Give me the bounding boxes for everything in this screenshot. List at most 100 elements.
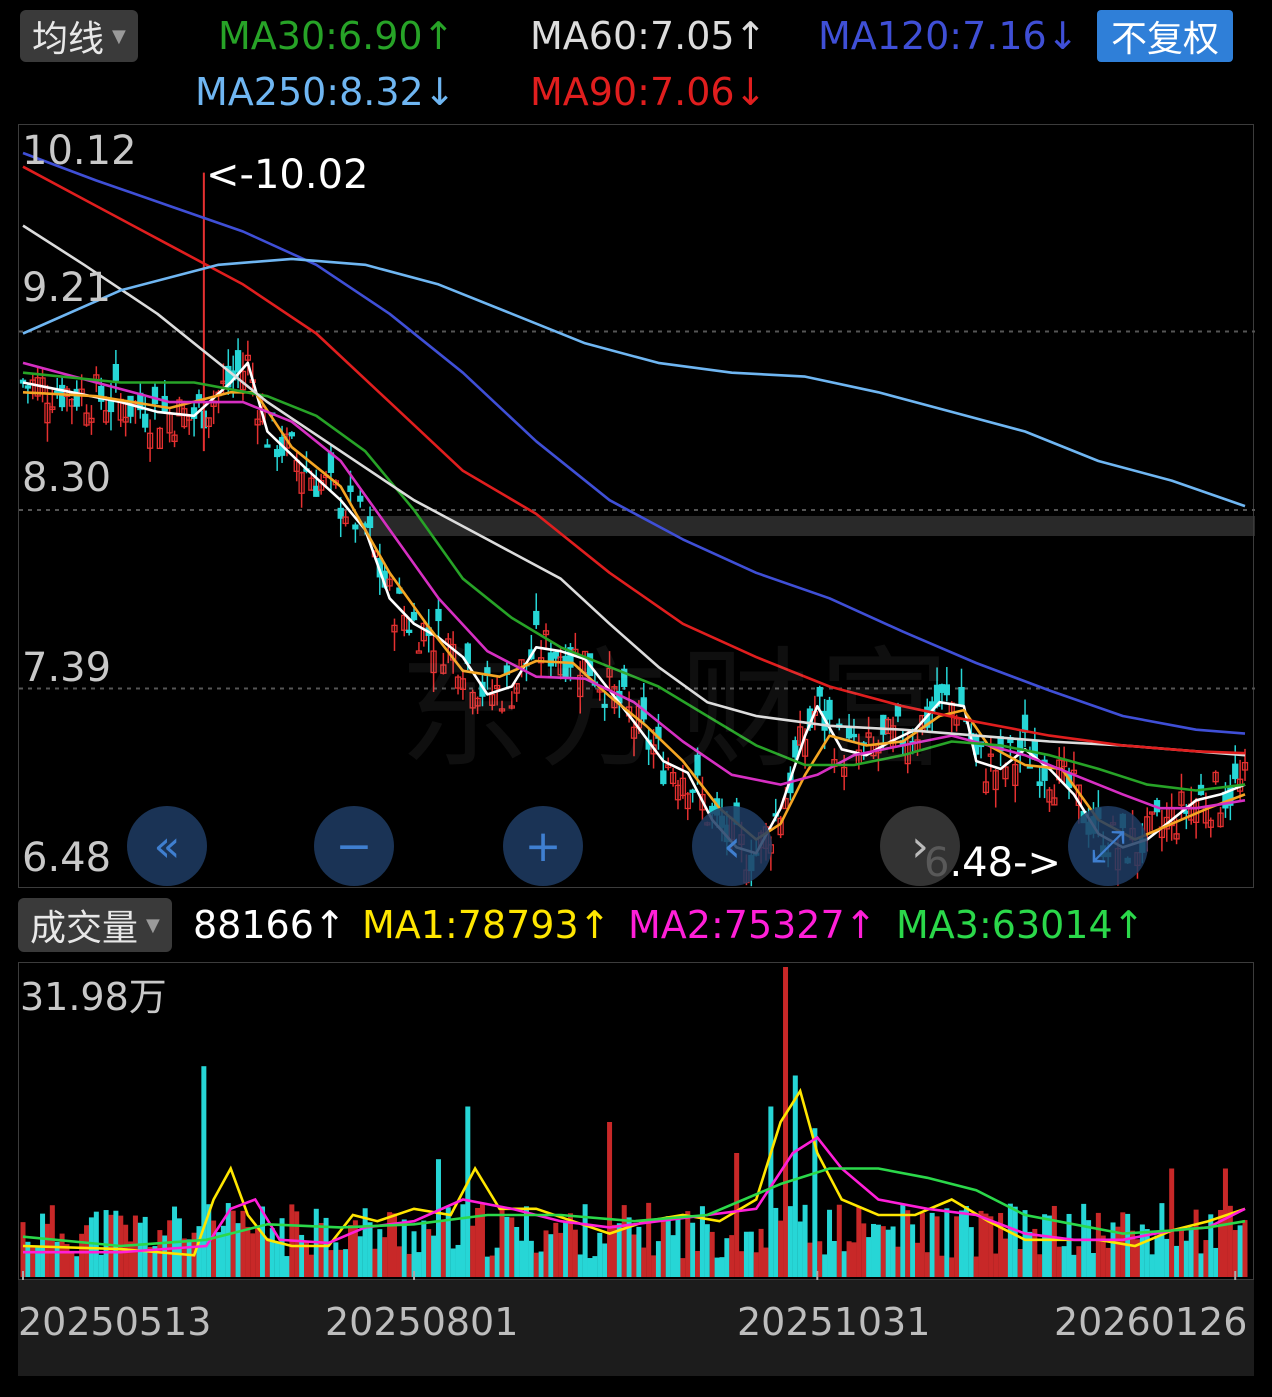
volume-bar <box>915 1242 921 1277</box>
volume-bar <box>553 1222 559 1277</box>
candle-body <box>1212 771 1219 783</box>
volume-bar <box>347 1225 353 1277</box>
volume-bar <box>308 1254 314 1277</box>
candle-body <box>112 364 120 381</box>
volume-selector-label: 成交量 <box>30 908 139 949</box>
volume-bar <box>113 1210 119 1277</box>
volume-bar <box>1105 1247 1111 1277</box>
ma120-indicator: MA120:7.16↓ <box>818 14 1079 58</box>
volume-bar <box>1208 1214 1214 1277</box>
volume-bar <box>152 1246 158 1277</box>
volume-bar <box>963 1206 969 1277</box>
volume-bar <box>846 1241 852 1277</box>
price-chart-frame[interactable]: 东方财富 <box>18 124 1255 888</box>
volume-ma1: MA1:78793↑ <box>362 903 611 947</box>
fullscreen-icon[interactable]: ⤢ <box>1068 806 1148 886</box>
volume-bar <box>406 1253 412 1277</box>
scroll-left-icon[interactable]: ‹ <box>692 806 772 886</box>
volume-bar <box>435 1159 441 1277</box>
volume-bar <box>1027 1231 1033 1277</box>
candle-body <box>679 777 687 797</box>
volume-bar <box>880 1226 886 1277</box>
volume-bar <box>665 1216 671 1277</box>
volume-bar <box>924 1252 930 1277</box>
volume-bar <box>758 1228 764 1277</box>
candle-body <box>88 417 95 423</box>
volume-chart-svg <box>20 967 1248 1281</box>
candle-body <box>332 480 339 486</box>
ma-selector-button[interactable]: 均线 ▼ <box>20 10 138 62</box>
volume-bar <box>548 1234 554 1277</box>
scroll-left-fast-icon[interactable]: « <box>127 806 207 886</box>
candle-body <box>357 495 364 502</box>
candle-body <box>992 770 999 791</box>
candle-body <box>102 410 110 423</box>
volume-bar <box>382 1237 388 1277</box>
volume-bar <box>79 1233 85 1277</box>
scroll-right-icon[interactable]: › <box>880 806 960 886</box>
zoom-in-icon[interactable]: + <box>503 806 583 886</box>
volume-selector-button[interactable]: 成交量 ▼ <box>18 898 172 952</box>
volume-bar <box>1193 1209 1199 1277</box>
volume-bar <box>827 1209 833 1277</box>
volume-bar <box>822 1254 828 1277</box>
volume-bar <box>636 1226 642 1277</box>
candle-body <box>669 771 677 785</box>
adjustment-button[interactable]: 不复权 <box>1097 10 1234 62</box>
volume-bar <box>739 1251 745 1277</box>
volume-max-label: 31.98万 <box>20 975 167 1019</box>
volume-bar <box>988 1216 994 1277</box>
volume-bar <box>465 1106 471 1277</box>
candle-body <box>542 630 550 636</box>
volume-bar <box>1042 1214 1048 1277</box>
volume-bar <box>64 1244 70 1277</box>
candle-body <box>151 386 159 405</box>
y-tick-3: 8.30 <box>22 455 112 501</box>
volume-bar <box>323 1217 329 1277</box>
candle-body <box>347 485 354 493</box>
volume-chart-frame[interactable] <box>18 962 1254 1281</box>
volume-bar <box>724 1238 730 1277</box>
candle-body <box>816 686 823 697</box>
volume-bar <box>563 1222 569 1277</box>
ma-line-ma120 <box>22 151 1246 735</box>
volume-bar <box>460 1204 466 1277</box>
x-axis-band <box>18 1280 1254 1376</box>
volume-bar <box>602 1243 608 1277</box>
volume-bar <box>885 1229 891 1277</box>
volume-bar <box>753 1252 759 1277</box>
volume-bar <box>264 1237 270 1277</box>
volume-bar <box>162 1235 168 1277</box>
volume-bar <box>377 1229 383 1277</box>
candle-body <box>621 668 628 687</box>
volume-bar <box>646 1202 652 1277</box>
candle-body <box>313 485 320 497</box>
x-tick-3: 20251031 <box>737 1300 931 1344</box>
candle-body <box>533 610 540 626</box>
volume-bar <box>958 1210 964 1277</box>
candle-body <box>1178 791 1185 806</box>
volume-bar <box>30 1245 36 1277</box>
candle-body <box>386 578 393 587</box>
candle-body <box>699 793 706 811</box>
volume-bar <box>59 1233 65 1277</box>
price-chart-svg <box>19 151 1255 887</box>
volume-bar <box>421 1220 427 1277</box>
candle-body <box>684 793 691 810</box>
volume-bar <box>1198 1253 1204 1277</box>
volume-bar <box>655 1241 661 1277</box>
volume-bar <box>817 1241 823 1277</box>
volume-bar <box>651 1255 657 1277</box>
candle-body <box>1051 797 1058 806</box>
volume-bar <box>411 1231 417 1277</box>
zoom-out-icon[interactable]: − <box>314 806 394 886</box>
candle-body <box>943 684 950 696</box>
candle-body <box>435 608 442 622</box>
volume-bar <box>186 1239 192 1277</box>
volume-bar <box>695 1250 701 1277</box>
volume-bar <box>284 1256 290 1277</box>
candle-body <box>689 789 696 793</box>
volume-ma2: MA2:75327↑ <box>628 903 877 947</box>
volume-bar <box>773 1207 779 1277</box>
volume-bar <box>998 1212 1004 1277</box>
